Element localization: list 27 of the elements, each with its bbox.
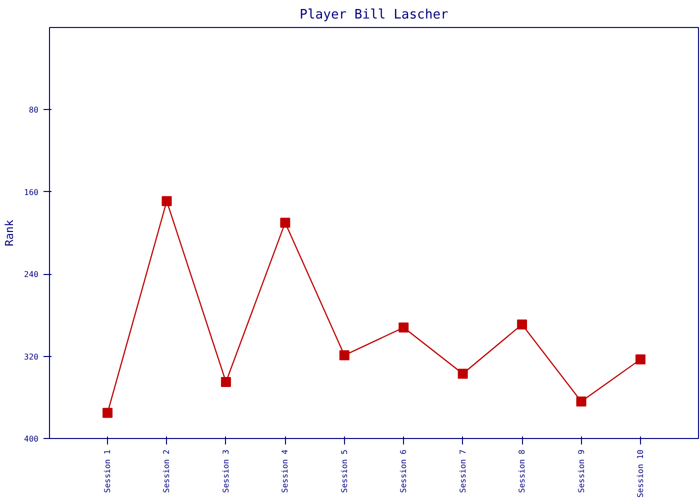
x-tick-label: Session 6 — [399, 449, 408, 493]
point — [339, 350, 350, 360]
x-tick-label: Session 3 — [221, 449, 230, 493]
y-tick-label: 80 — [28, 106, 39, 115]
x-tick-label: Session 7 — [458, 449, 468, 493]
x-tick-label: Session 5 — [340, 449, 349, 493]
point — [517, 319, 528, 330]
y-tick-label: 320 — [24, 352, 39, 362]
x-tick-label: Session 1 — [103, 449, 112, 493]
x-tick-label: Session 9 — [576, 449, 586, 493]
x-tick-label: Session 4 — [280, 449, 290, 493]
chart-title: Player Bill Lascher — [300, 8, 449, 22]
y-tick-label: 400 — [24, 434, 39, 444]
y-axis-title: Rank — [3, 219, 16, 246]
point — [162, 196, 172, 206]
point — [458, 368, 468, 379]
point — [220, 376, 231, 387]
point — [102, 408, 113, 418]
y-tick-label: 160 — [24, 188, 39, 197]
point — [635, 354, 646, 364]
y-tick-label: 240 — [24, 270, 39, 280]
point — [576, 396, 586, 407]
point — [280, 218, 290, 228]
x-tick-label: Session 10 — [636, 449, 645, 498]
point — [398, 322, 409, 333]
x-tick-label: Session 2 — [162, 449, 172, 493]
x-tick-label: Session 8 — [518, 449, 527, 493]
